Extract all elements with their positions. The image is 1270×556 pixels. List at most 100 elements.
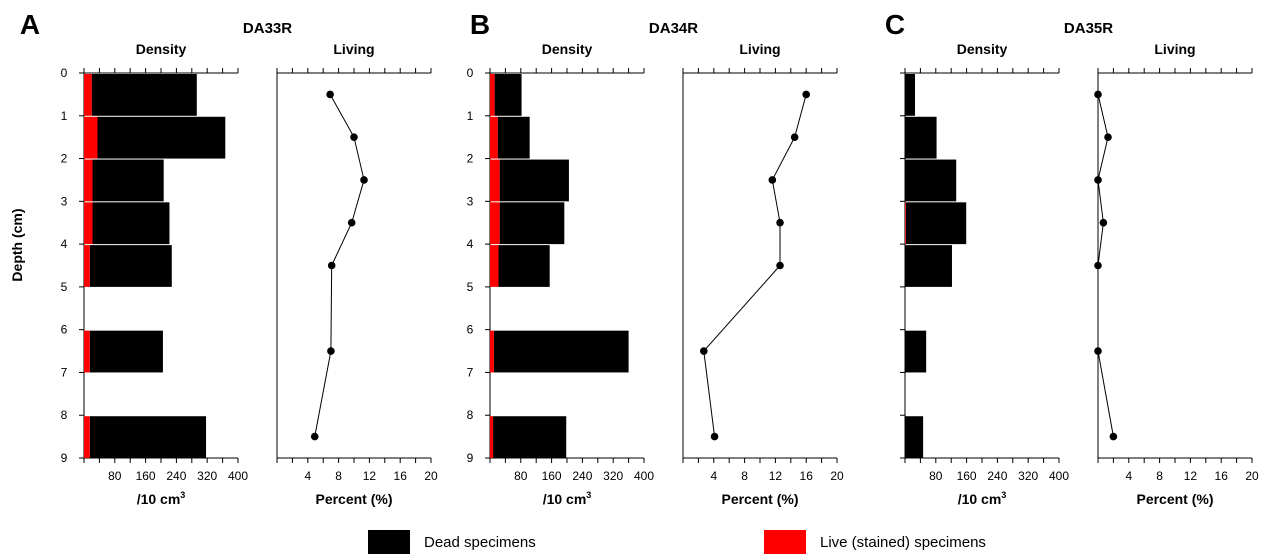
panel-letter: B [470,9,490,40]
density-x-label: /10 cm3 [137,490,186,507]
living-point [1099,218,1108,227]
living-point [327,261,336,270]
y-tick-label: 8 [61,408,68,422]
bar-dead [92,159,164,202]
bar-dead [92,202,170,245]
y-tick-label: 5 [467,280,474,294]
y-tick-label: 1 [467,109,474,123]
living-x-tick-label: 16 [800,469,814,483]
living-x-tick-label: 8 [741,469,748,483]
density-x-tick-label: 80 [514,469,528,483]
living-x-tick-label: 12 [769,469,783,483]
living-x-tick-label: 12 [363,469,377,483]
living-point [802,90,810,99]
density-x-tick-label: 80 [929,469,943,483]
living-subtitle: Living [333,41,374,57]
living-x-label: Percent (%) [721,491,798,507]
density-x-label: /10 cm3 [543,490,592,507]
panel-B-living: Living 4 8 12 16 20 Percent (%) [682,41,844,507]
y-tick-label: 2 [61,152,68,166]
bar-dead [89,416,207,458]
living-x-tick-label: 8 [335,469,342,483]
y-tick-label: 2 [467,152,474,166]
living-point [699,347,708,355]
bar-dead [499,159,569,202]
density-x-tick-label: 160 [136,469,156,483]
site-title: DA33R [243,20,292,37]
living-point [790,133,799,141]
panel-C-density: C DA35R Density 80 160 240 320 400/10 cm3 [885,9,1113,507]
bar-dead [905,245,952,287]
living-point [310,432,319,441]
density-x-tick-label: 160 [957,469,977,483]
legend-dead-swatch [368,530,410,554]
living-x-tick-label: 8 [1156,469,1163,483]
living-point [350,133,358,141]
density-x-tick-label: 320 [1018,469,1038,483]
y-axis-label: Depth (cm) [9,208,25,281]
y-tick-label: 0 [61,66,68,80]
density-x-label: /10 cm3 [958,490,1007,507]
site-title: DA35R [1064,20,1113,37]
bar-dead [905,159,957,202]
density-x-tick-label: 240 [572,469,592,483]
living-series-line [314,94,365,437]
bar-dead [493,330,629,373]
living-point [1094,90,1102,99]
living-x-tick-label: 12 [1184,469,1198,483]
y-tick-label: 1 [61,109,68,123]
density-subtitle: Density [957,41,1008,57]
density-x-tick-label: 320 [197,469,217,483]
bar-dead [905,116,937,159]
living-point [776,218,784,227]
density-x-tick-label: 400 [1049,469,1069,483]
living-x-tick-label: 20 [830,469,844,483]
y-tick-label: 9 [467,451,474,465]
living-x-tick-label: 4 [710,469,717,483]
living-point [360,176,368,184]
living-x-tick-label: 16 [394,469,408,483]
living-point [347,218,356,227]
living-point [776,261,784,270]
bar-live [84,416,90,458]
living-point [1094,347,1102,355]
density-x-tick-label: 160 [542,469,562,483]
bar-live [490,416,494,458]
bar-live [490,245,499,287]
bar-live [490,330,494,373]
y-tick-label: 7 [467,365,474,379]
panel-B-density: B DA34R Density 80 160 240 320 400 0 1 2 3 4 5 6 7 8 9/10… [467,9,699,507]
bar-live [490,74,495,116]
living-point [710,432,719,441]
legend-dead-label: Dead specimens [424,534,536,551]
legend: Dead specimens Live (stained) specimens [368,530,986,554]
y-tick-label: 9 [61,451,68,465]
living-x-tick-label: 20 [1245,469,1259,483]
density-x-tick-label: 240 [987,469,1007,483]
living-point [1094,261,1102,270]
y-tick-label: 7 [61,365,68,379]
bar-live [84,245,90,287]
bar-dead [499,202,565,245]
bar-live [84,74,92,116]
y-tick-label: 3 [467,194,474,208]
living-series-line [703,94,807,437]
panel-A-living: Living 4 8 12 16 20 Percent (%) [276,41,438,507]
living-subtitle: Living [739,41,780,57]
bar-dead [89,245,172,287]
bar-live [84,116,98,159]
living-point [326,90,334,99]
living-point [1109,432,1118,441]
living-x-label: Percent (%) [1136,491,1213,507]
legend-live-label: Live (stained) specimens [820,534,986,551]
panel-A-density: A DA33R Density 80 160 240 320 400 0 1 2 3 4 5 6 7 8 9/10… [20,9,292,507]
panel-letter: A [20,9,40,40]
bar-dead [91,74,197,116]
y-tick-label: 6 [467,323,474,337]
bar-dead [905,202,967,245]
bar-live [490,116,498,159]
density-x-tick-label: 240 [166,469,186,483]
bar-dead [97,116,226,159]
